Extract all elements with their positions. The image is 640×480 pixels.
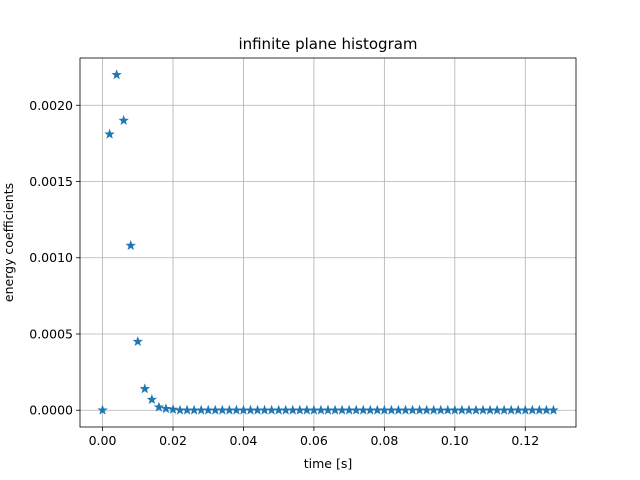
data-point [139,383,151,394]
data-point [111,69,122,80]
data-point [104,128,115,139]
plot-frame [79,57,577,428]
data-point [97,404,108,415]
data-points [97,69,559,415]
chart-title: infinite plane histogram [238,35,417,53]
data-point [125,240,136,250]
plot-area [80,58,576,427]
data-point [167,403,179,414]
x-tick-label: 0.06 [300,433,328,448]
x-tick-label: 0.02 [159,433,187,448]
x-tick-label: 0.08 [370,433,398,448]
y-tick-label: 0.0010 [29,250,73,265]
data-point [132,336,143,347]
y-axis-label: energy coefficients [1,183,16,302]
x-tick-label: 0.04 [230,433,258,448]
data-point [548,404,559,415]
y-tick-label: 0.0005 [29,326,73,341]
x-axis-label: time [s] [304,456,352,471]
x-tick-label: 0.00 [89,433,117,448]
y-tick-label: 0.0000 [29,403,73,418]
data-point [160,403,172,414]
x-tick-label: 0.12 [511,433,539,448]
x-axis-ticks: 0.00 0.02 0.04 0.06 0.08 0.10 0.12 [89,427,539,448]
y-tick-label: 0.0015 [29,174,73,189]
data-point [118,115,129,125]
y-tick-label: 0.0020 [29,98,73,113]
y-axis-ticks: 0.0000 0.0005 0.0010 0.0015 0.0020 [29,98,80,418]
data-point [146,394,158,404]
x-tick-label: 0.10 [441,433,469,448]
grid-lines [80,58,576,427]
data-point [153,401,165,412]
